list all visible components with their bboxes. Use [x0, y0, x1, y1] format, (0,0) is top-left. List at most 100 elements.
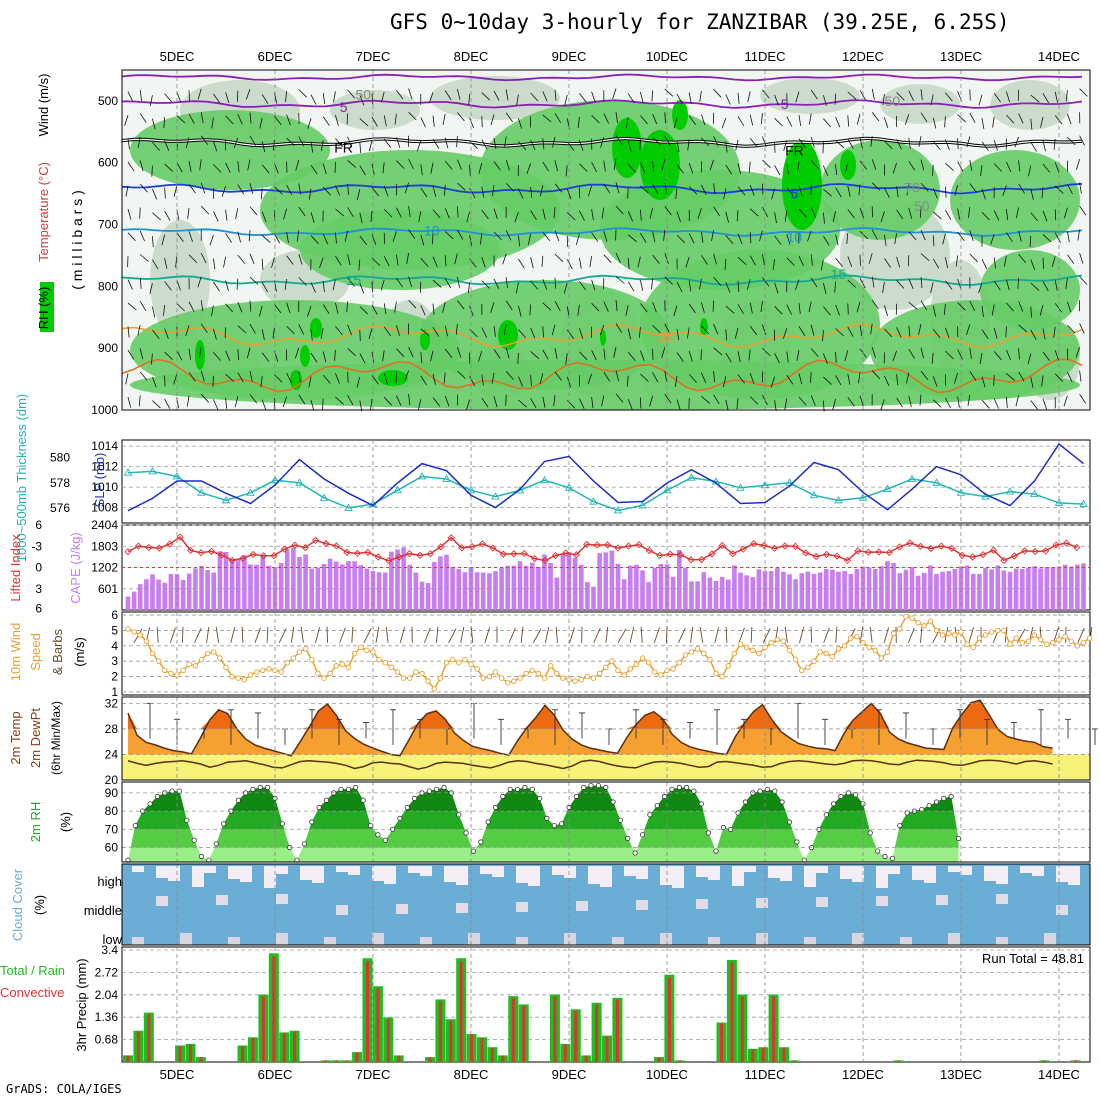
- rh-point: [779, 799, 785, 805]
- high-cloud-gap: [456, 866, 468, 885]
- upper-wind-barb: [884, 328, 893, 338]
- upper-wind-barb: [1018, 183, 1025, 194]
- upper-wind-barb: [321, 140, 324, 151]
- high-cloud-gap: [852, 866, 864, 882]
- upper-wind-barb: [335, 373, 340, 384]
- upper-wind-barb: [432, 326, 440, 337]
- upper-wind-barb: [737, 374, 746, 384]
- cape-bar: [137, 584, 143, 610]
- upper-wind-barb: [566, 141, 575, 151]
- wind-speed-line-point: [811, 658, 817, 664]
- rh-tick-label: 80: [105, 804, 119, 818]
- surface-wind-barb: [326, 626, 329, 643]
- bottom-day-label-11DEC: 11DEC: [745, 1067, 786, 1082]
- upper-wind-barb: [542, 302, 552, 311]
- wind-speed-line-point: [425, 678, 431, 684]
- upper-wind-barb: [859, 160, 868, 170]
- upper-wind-barb: [591, 279, 596, 291]
- upper-wind-barb: [164, 281, 172, 291]
- upper-wind-barb: [296, 230, 300, 242]
- upper-wind-barb: [615, 111, 618, 123]
- lifted-index-line-point: [499, 550, 508, 558]
- wind-speed-line-point: [376, 656, 382, 663]
- upper-wind-barb: [725, 164, 733, 175]
- upper-wind-barb: [139, 254, 149, 262]
- upper-wind-barb: [530, 374, 532, 386]
- lifted-index-line-point: [489, 544, 497, 552]
- low-cloud-gap: [612, 937, 624, 945]
- upper-wind-barb: [469, 117, 474, 129]
- upper-wind-barb: [346, 113, 348, 125]
- lifted-index-line-point: [770, 544, 779, 552]
- lifted-index-line-point: [249, 550, 257, 559]
- upper-wind-barb: [468, 94, 470, 106]
- wind-speed-line-point: [762, 644, 768, 651]
- upper-wind-barb: [627, 258, 630, 270]
- precip-convective-bar: [563, 1044, 567, 1062]
- upper-wind-barb: [725, 211, 729, 223]
- high-cloud-gap: [768, 866, 780, 878]
- upper-wind-barb: [530, 92, 539, 102]
- upper-wind-barb: [810, 371, 812, 383]
- upper-wind-barb: [687, 327, 690, 339]
- temp-tick-label: 20: [105, 773, 119, 787]
- upper-wind-barb: [454, 253, 458, 265]
- surface-wind-barb: [907, 627, 915, 643]
- high-cloud-gap: [636, 866, 648, 879]
- wind-speed-line-point: [566, 676, 572, 683]
- upper-wind-barb: [286, 232, 289, 243]
- upper-wind-barb: [688, 186, 698, 195]
- upper-wind-barb: [249, 323, 256, 334]
- upper-wind-barb: [1030, 141, 1037, 152]
- contour-label: 5: [791, 186, 799, 202]
- upper-wind-barb: [310, 329, 313, 341]
- upper-wind-barb: [1018, 371, 1025, 382]
- rh-point: [360, 797, 366, 803]
- upper-wind-barb: [1065, 278, 1068, 290]
- lifted-index-line-point: [989, 546, 998, 554]
- upper-wind-barb: [213, 93, 221, 104]
- upper-wind-barb: [966, 136, 971, 148]
- upper-wind-barb: [1076, 158, 1080, 170]
- cape-bar: [658, 564, 664, 610]
- upper-wind-barb: [371, 234, 377, 245]
- cape-bar: [977, 573, 982, 610]
- upper-wind-barb: [945, 327, 950, 339]
- thickness-line-point: [319, 493, 329, 501]
- upper-wind-barb: [774, 400, 777, 412]
- wind-tick-label: 2: [111, 670, 118, 684]
- upper-wind-barb: [1006, 349, 1012, 361]
- cape-bar: [425, 583, 431, 610]
- thickness-line-point: [613, 506, 623, 514]
- rh-low-patch: [990, 80, 1070, 130]
- upper-wind-barb: [823, 212, 825, 224]
- upper-wind-barb: [209, 234, 214, 246]
- upper-wind-barb: [945, 397, 951, 409]
- upper-wind-barb: [798, 208, 807, 218]
- upper-wind-barb: [920, 300, 928, 311]
- lifted-index-line-point: [134, 542, 143, 550]
- upper-wind-barb: [798, 185, 803, 197]
- rh-point: [456, 812, 462, 818]
- temp-area-mid: [128, 700, 1053, 755]
- upper-wind-barb: [444, 348, 453, 358]
- wind-speed-line-point: [799, 667, 805, 674]
- upper-wind-barb: [1079, 182, 1082, 194]
- high-cloud-gap: [300, 866, 312, 880]
- upper-wind-barb: [661, 347, 666, 359]
- cape-bar: [150, 574, 155, 610]
- rh-point: [838, 793, 844, 800]
- wind-speed-line-point: [1074, 643, 1081, 649]
- slp-tick-label: 1008: [91, 501, 118, 515]
- wind-tick-label: 4: [111, 639, 118, 653]
- upper-wind-barb: [444, 231, 454, 240]
- precip-convective-bar: [761, 1047, 765, 1062]
- upper-wind-barb: [640, 91, 644, 103]
- temp-contour-minus5: [121, 99, 1083, 109]
- cloud-high-label: high: [97, 874, 122, 889]
- upper-wind-barb: [164, 187, 166, 199]
- upper-wind-barb: [796, 162, 800, 174]
- upper-wind-barb: [749, 137, 758, 147]
- upper-wind-barb: [163, 304, 165, 317]
- rh-point: [610, 799, 616, 805]
